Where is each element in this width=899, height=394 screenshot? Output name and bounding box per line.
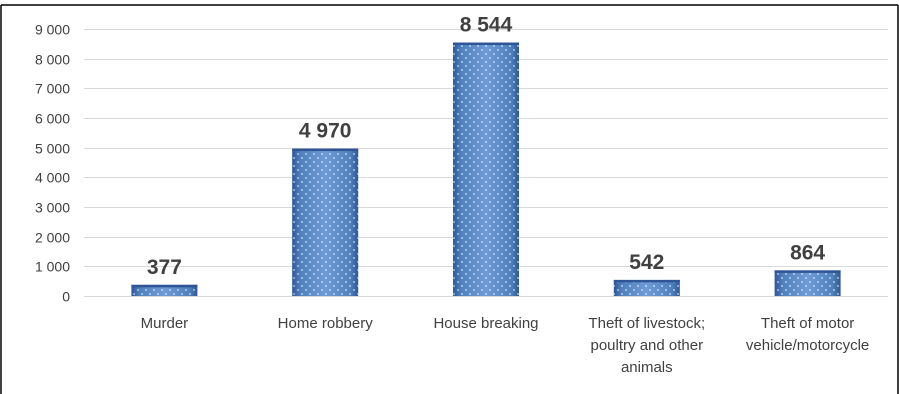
bars xyxy=(131,42,841,296)
bar-1 xyxy=(292,148,359,296)
y-tick-label: 6 000 xyxy=(35,111,70,127)
category-label-line: Home robbery xyxy=(278,315,374,332)
y-tick-label: 1 000 xyxy=(35,259,70,275)
chart-border xyxy=(0,4,899,394)
y-tick-label: 8 000 xyxy=(35,52,70,68)
bar-2 xyxy=(453,42,519,296)
category-label: House breaking xyxy=(433,315,538,332)
category-labels: Murder Home robbery House breaking Theft of… xyxy=(141,315,870,376)
y-tick-label: 0 xyxy=(62,289,70,305)
y-tick-label: 9 000 xyxy=(35,22,70,38)
bar-texture xyxy=(774,270,841,296)
y-tick-label: 3 000 xyxy=(35,200,70,216)
category-label-line: Murder xyxy=(141,315,189,332)
data-label: 4 970 xyxy=(299,120,352,143)
y-tick-label: 2 000 xyxy=(35,230,70,246)
bar-texture xyxy=(292,148,359,296)
category-label-line: Theft of livestock; xyxy=(588,315,705,332)
bar-texture xyxy=(131,284,198,296)
category-label: Theft of motor vehicle/motorcycle xyxy=(746,315,869,354)
y-tick-label: 5 000 xyxy=(35,141,70,157)
category-label: Home robbery xyxy=(278,315,374,332)
data-label: 864 xyxy=(790,241,825,264)
bar-4 xyxy=(774,270,841,296)
category-label-line: Theft of motor xyxy=(761,315,854,332)
data-label: 8 544 xyxy=(460,14,513,37)
y-tick-label: 7 000 xyxy=(35,81,70,97)
y-tick-label: 4 000 xyxy=(35,170,70,186)
bar-texture xyxy=(613,279,680,296)
data-label: 377 xyxy=(147,256,182,279)
bar-top-edge xyxy=(131,284,198,288)
category-label: Murder xyxy=(141,315,189,332)
bar-top-edge xyxy=(613,279,680,283)
y-axis-tick-labels: 0 1 000 2 000 3 000 4 000 5 000 6 000 7 000 8 00… xyxy=(35,22,70,305)
bar-top-edge xyxy=(292,148,359,152)
data-labels: 377 4 970 8 544 542 864 xyxy=(147,14,826,279)
category-label: Theft of livestock; poultry and other anim… xyxy=(588,315,705,376)
category-label-line: poultry and other xyxy=(591,337,704,354)
category-label-line: vehicle/motorcycle xyxy=(746,337,869,354)
category-label-line: House breaking xyxy=(433,315,538,332)
data-label: 542 xyxy=(629,251,664,274)
category-label-line: animals xyxy=(621,359,673,376)
bar-top-edge xyxy=(453,42,519,46)
bar-top-edge xyxy=(774,270,841,273)
bar-3 xyxy=(613,279,680,296)
bar-0 xyxy=(131,284,198,296)
bar-texture xyxy=(453,42,519,296)
